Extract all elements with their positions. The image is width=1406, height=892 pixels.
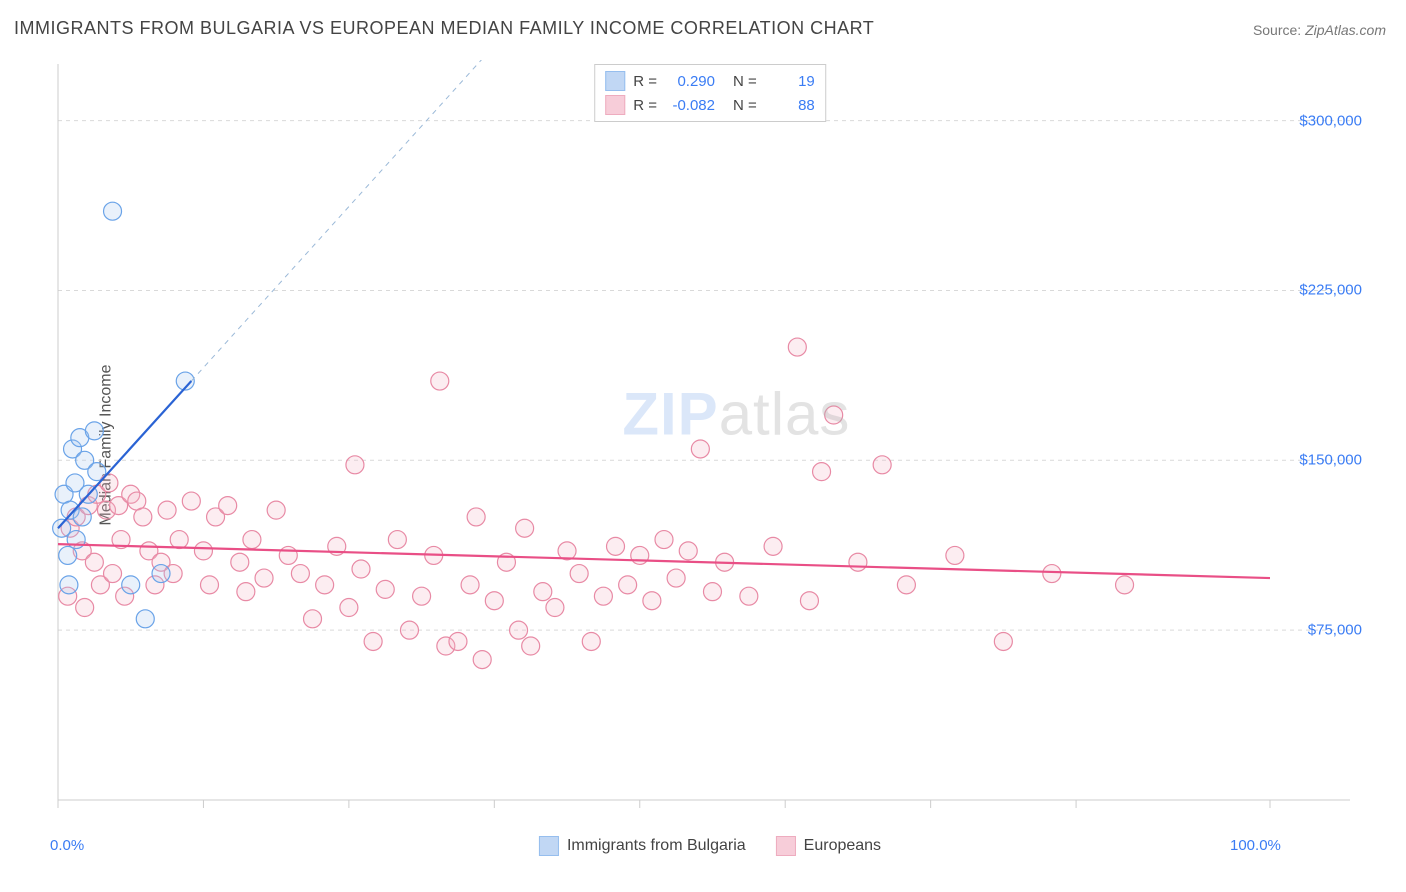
source-attribution: Source: ZipAtlas.com [1253, 22, 1386, 38]
n-label: N = [733, 73, 757, 90]
chart-plot-area: Median Family Income ZIPatlas R =0.290N … [50, 60, 1370, 830]
source-value: ZipAtlas.com [1305, 22, 1386, 38]
r-label: R = [633, 73, 657, 90]
correlation-legend-row: R = -0.082 N = 88 [605, 93, 815, 117]
legend-swatch [539, 836, 559, 856]
series-legend: Immigrants from Bulgaria Europeans [539, 836, 881, 856]
r-value: 0.290 [665, 73, 715, 90]
r-label: R = [633, 97, 657, 114]
correlation-legend: R = 0.290 N = 19 R = -0.082 N = 88 [594, 64, 826, 122]
y-tick-label: $150,000 [1299, 452, 1362, 469]
x-tick-label: 0.0% [50, 837, 84, 854]
correlation-legend-row: R = 0.290 N = 19 [605, 69, 815, 93]
y-tick-label: $75,000 [1308, 622, 1362, 639]
chart-svg [50, 60, 1370, 830]
x-tick-label: 100.0% [1230, 837, 1281, 854]
legend-swatch [605, 95, 625, 115]
legend-swatch [605, 71, 625, 91]
y-tick-label: $225,000 [1299, 282, 1362, 299]
chart-title: IMMIGRANTS FROM BULGARIA VS EUROPEAN MED… [14, 18, 874, 39]
series-legend-item: Europeans [776, 836, 881, 856]
r-value: -0.082 [665, 97, 715, 114]
source-label: Source: [1253, 22, 1301, 38]
n-label: N = [733, 97, 757, 114]
series-legend-item: Immigrants from Bulgaria [539, 836, 746, 856]
y-tick-label: $300,000 [1299, 112, 1362, 129]
n-value: 19 [765, 73, 815, 90]
n-value: 88 [765, 97, 815, 114]
series-legend-label: Europeans [804, 837, 881, 855]
series-legend-label: Immigrants from Bulgaria [567, 837, 746, 855]
legend-swatch [776, 836, 796, 856]
